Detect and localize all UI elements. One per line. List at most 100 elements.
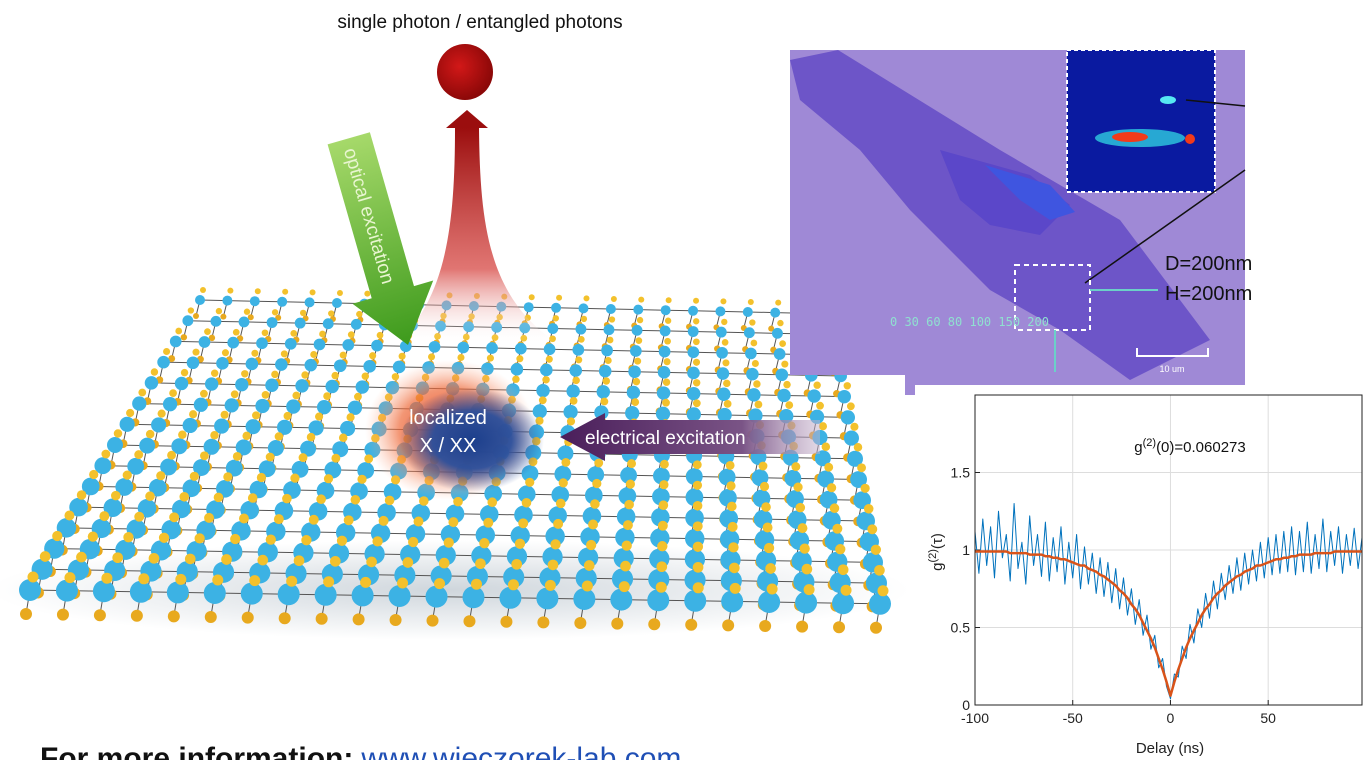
- emission-arrowhead: [446, 110, 488, 128]
- chalcogen-atom: [214, 493, 224, 503]
- chalcogen-atom: [854, 443, 863, 452]
- chalcogen-atom: [781, 361, 788, 368]
- chalcogen-atom: [77, 490, 87, 500]
- metal-atom: [566, 385, 579, 398]
- chalcogen-atom: [284, 412, 292, 420]
- chalcogen-atom: [138, 389, 146, 397]
- chalcogen-atom: [339, 433, 348, 442]
- chalcogen-atom: [529, 294, 535, 300]
- metal-atom: [544, 343, 556, 355]
- chalcogen-atom: [548, 560, 559, 571]
- chalcogen-atom: [813, 381, 820, 388]
- chalcogen-atom: [648, 618, 660, 630]
- metal-atom: [227, 337, 239, 349]
- metal-atom: [305, 297, 315, 307]
- chalcogen-atom: [138, 573, 149, 584]
- chalcogen-atom: [728, 522, 738, 532]
- metal-atom: [540, 364, 553, 377]
- chalcogen-atom: [275, 432, 284, 441]
- chalcogen-atom: [340, 352, 347, 359]
- chalcogen-atom: [816, 402, 824, 410]
- chalcogen-atom: [822, 442, 831, 451]
- chalcogen-atom: [583, 295, 589, 301]
- chalcogen-atom: [693, 318, 699, 324]
- chalcogen-atom: [123, 532, 133, 542]
- diameter-label: D=200nm: [1165, 253, 1252, 275]
- metal-atom: [317, 400, 331, 414]
- chalcogen-atom: [556, 499, 566, 509]
- chalcogen-atom: [693, 582, 704, 593]
- metal-atom: [772, 328, 783, 339]
- chalcogen-atom: [242, 432, 251, 441]
- metal-atom: [838, 390, 851, 403]
- metal-atom: [807, 389, 820, 402]
- footer-link[interactable]: www.wieczorek-lab.com: [360, 742, 681, 760]
- metal-atom: [551, 303, 561, 313]
- metal-atom: [687, 367, 700, 380]
- metal-atom: [348, 401, 362, 415]
- chalcogen-atom: [231, 390, 239, 398]
- chalcogen-atom: [427, 615, 439, 627]
- chalcogen-atom: [149, 553, 160, 564]
- metal-atom: [511, 363, 524, 376]
- chalcogen-atom: [764, 543, 774, 553]
- metal-atom: [170, 336, 182, 348]
- chalcogen-atom: [723, 380, 730, 387]
- chalcogen-atom: [241, 370, 248, 377]
- chalcogen-atom: [522, 498, 532, 508]
- metal-atom: [235, 378, 248, 391]
- chalcogen-atom: [390, 614, 402, 626]
- chalcogen-atom: [57, 609, 69, 621]
- chalcogen-atom: [94, 609, 106, 621]
- chalcogen-atom: [408, 537, 418, 547]
- pl-spot-core: [1112, 132, 1148, 142]
- chalcogen-atom: [76, 552, 87, 563]
- chalcogen-atom: [151, 368, 158, 375]
- chalcogen-atom: [233, 329, 240, 336]
- chalcogen-atom: [631, 398, 639, 406]
- chalcogen-atom: [487, 355, 494, 362]
- chalcogen-atom: [193, 313, 199, 319]
- chalcogen-atom: [248, 493, 258, 503]
- metal-atom: [499, 587, 521, 609]
- metal-atom: [199, 336, 211, 348]
- chalcogen-atom: [101, 573, 112, 584]
- chalcogen-atom: [791, 462, 800, 471]
- metal-atom: [151, 417, 166, 432]
- chalcogen-atom: [693, 542, 703, 552]
- chalcogen-atom: [414, 517, 424, 527]
- chalcogen-atom: [693, 562, 704, 573]
- y-label-sup: (2): [927, 549, 939, 562]
- chalcogen-atom: [512, 375, 519, 382]
- chalcogen-atom: [204, 513, 214, 523]
- metal-atom: [216, 357, 229, 370]
- chalcogen-atom: [163, 348, 170, 355]
- chalcogen-atom: [601, 398, 609, 406]
- y-tick-label: 1.5: [951, 465, 971, 481]
- chalcogen-atom: [594, 459, 603, 468]
- chalcogen-atom: [357, 475, 366, 484]
- chalcogen-atom: [221, 411, 229, 419]
- chalcogen-atom: [722, 339, 729, 346]
- metal-atom: [687, 407, 701, 421]
- chalcogen-atom: [729, 563, 740, 574]
- chalcogen-atom: [611, 618, 623, 630]
- metal-atom: [342, 339, 354, 351]
- chalcogen-atom: [286, 576, 297, 587]
- x-tick-label: 50: [1260, 710, 1276, 726]
- chalcogen-atom: [759, 462, 768, 471]
- chalcogen-atom: [364, 291, 370, 297]
- metal-atom: [743, 307, 753, 317]
- chalcogen-atom: [730, 583, 741, 594]
- chalcogen-atom: [867, 524, 877, 534]
- chalcogen-atom: [131, 610, 143, 622]
- chalcogen-atom: [693, 379, 700, 386]
- metal-atom: [660, 325, 671, 336]
- metal-atom: [746, 368, 759, 381]
- chalcogen-atom: [192, 349, 199, 356]
- chalcogen-atom: [471, 579, 482, 590]
- chalcogen-atom: [561, 458, 570, 467]
- chalcogen-atom: [777, 320, 783, 326]
- chalcogen-atom: [351, 495, 361, 505]
- chalcogen-atom: [857, 463, 866, 472]
